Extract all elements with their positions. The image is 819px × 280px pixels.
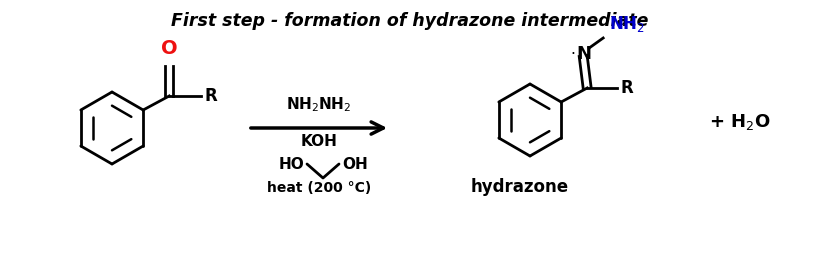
Text: NH$_2$NH$_2$: NH$_2$NH$_2$ xyxy=(286,95,351,114)
Text: R: R xyxy=(619,79,632,97)
Text: hydrazone: hydrazone xyxy=(470,178,568,196)
Text: ·: · xyxy=(570,46,575,62)
Text: HO: HO xyxy=(278,157,304,171)
Text: O: O xyxy=(161,39,177,58)
Text: KOH: KOH xyxy=(301,134,337,149)
Text: First step - formation of hydrazone intermediate: First step - formation of hydrazone inte… xyxy=(171,12,648,30)
Text: ··: ·· xyxy=(609,11,617,24)
Text: heat (200 °C): heat (200 °C) xyxy=(266,181,371,195)
Text: R: R xyxy=(204,87,217,105)
Text: NH$_2$: NH$_2$ xyxy=(609,14,644,34)
Text: + H$_2$O: + H$_2$O xyxy=(708,112,770,132)
Text: N: N xyxy=(576,45,591,63)
Text: OH: OH xyxy=(342,157,367,171)
